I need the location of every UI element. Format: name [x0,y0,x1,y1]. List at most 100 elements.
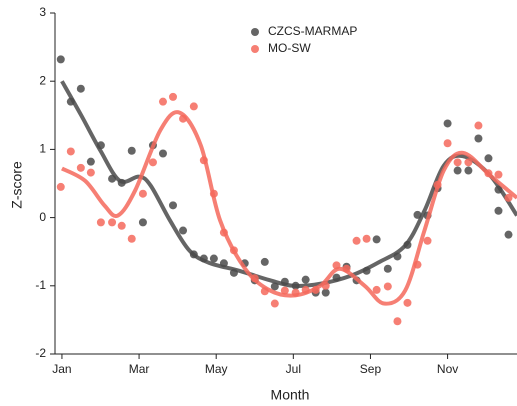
point [484,154,493,163]
x-tick-label: Sep [360,362,382,376]
point [332,261,341,270]
x-tick-label: Mar [129,362,150,376]
point [352,236,361,245]
point [270,282,279,291]
point [474,121,483,130]
point [453,166,462,175]
point [148,158,157,167]
y-tick-label: -2 [35,346,46,360]
point [56,182,65,191]
point [453,158,462,167]
point [464,166,473,175]
point [423,236,432,245]
point [158,149,167,158]
point [127,234,136,243]
point [311,285,320,294]
point [484,169,493,178]
point [86,168,95,177]
point [362,234,371,243]
point [443,119,452,128]
point [443,139,452,148]
point [76,84,85,93]
point [301,285,310,294]
point [504,230,513,239]
point [138,218,147,227]
point [260,287,269,296]
point [291,288,300,297]
legend-label: MO-SW [268,41,311,55]
point [250,274,259,283]
y-tick-label: 0 [39,210,46,224]
point [138,189,147,198]
point [362,266,371,275]
y-tick-label: 1 [39,142,46,156]
point [86,157,95,166]
point [291,281,300,290]
y-axis-label: Z-score [9,161,25,209]
point [117,178,126,187]
point [158,97,167,106]
point [219,259,228,268]
point [96,141,105,150]
point [494,185,503,194]
point [229,268,238,277]
point [219,228,228,237]
y-tick-label: -1 [35,278,46,292]
point [189,250,198,259]
y-tick-label: 3 [39,5,46,19]
point [229,246,238,255]
y-tick-label: 2 [39,73,46,87]
point [464,158,473,167]
point [403,240,412,249]
x-tick-label: Jul [286,362,301,376]
point [494,170,503,179]
point [301,275,310,284]
point [76,163,85,172]
point [108,174,117,183]
point [504,193,513,202]
point [56,55,65,64]
point [474,134,483,143]
point [413,210,422,219]
point [117,221,126,230]
point [321,288,330,297]
x-axis-label: Month [271,387,310,403]
point [66,97,75,106]
point [342,264,351,273]
point [332,273,341,282]
point [96,218,105,227]
point [494,206,503,215]
point [179,114,188,123]
legend-marker [251,28,259,36]
point [321,281,330,290]
point [383,264,392,273]
point [403,298,412,307]
point [209,254,218,263]
fit-line [61,110,517,306]
point [393,252,402,261]
legend-label: CZCS-MARMAP [268,24,357,38]
point [270,299,279,308]
point [372,235,381,244]
point [179,226,188,235]
point [199,254,208,263]
point [260,257,269,266]
point [433,180,442,189]
x-tick-label: May [205,362,228,376]
fit-line [60,80,517,288]
point [280,277,289,286]
point [372,285,381,294]
point [413,260,422,269]
point [383,282,392,291]
point [169,92,178,101]
point [66,147,75,156]
point [189,102,198,111]
point [169,201,178,210]
point [108,218,117,227]
point [199,156,208,165]
point [393,317,402,326]
x-tick-label: Nov [437,362,458,376]
point [127,146,136,155]
x-tick-label: Jan [52,362,71,376]
